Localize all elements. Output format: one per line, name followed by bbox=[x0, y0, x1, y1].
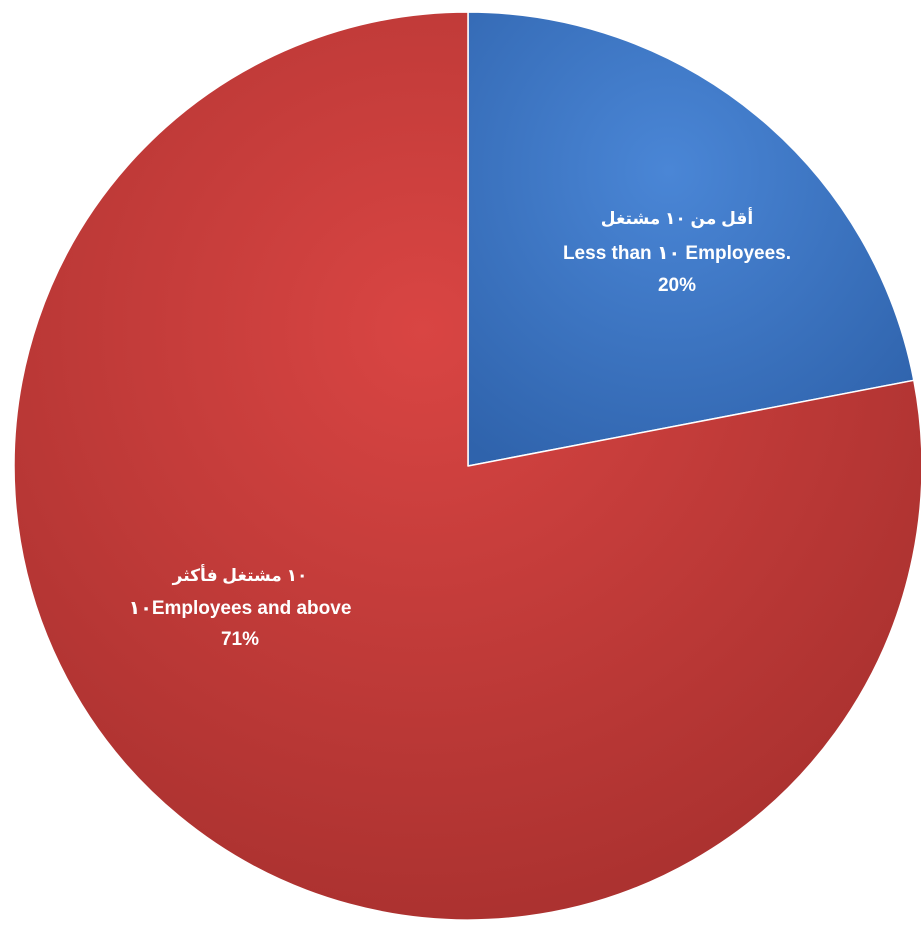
slice-label-english: Less than ١٠ Employees. bbox=[563, 243, 791, 264]
pie-slices bbox=[13, 11, 921, 921]
slice-label-group-10-and-above: ١٠ مشتغل فأكثر ١٠Employees and above 71% bbox=[129, 564, 352, 650]
slice-percent-label: 71% bbox=[221, 629, 259, 650]
pie-slice-10-and-above bbox=[13, 11, 921, 921]
slice-label-arabic: ١٠ مشتغل فأكثر bbox=[172, 564, 308, 586]
slice-label-arabic: أقل من ١٠ مشتغل bbox=[601, 207, 753, 229]
slice-label-group-less-than-10: أقل من ١٠ مشتغل Less than ١٠ Employees. … bbox=[563, 207, 791, 296]
slice-percent-label: 20% bbox=[658, 275, 696, 296]
pie-slice-less-than-10 bbox=[467, 11, 915, 467]
slice-label-english: ١٠Employees and above bbox=[129, 598, 352, 619]
